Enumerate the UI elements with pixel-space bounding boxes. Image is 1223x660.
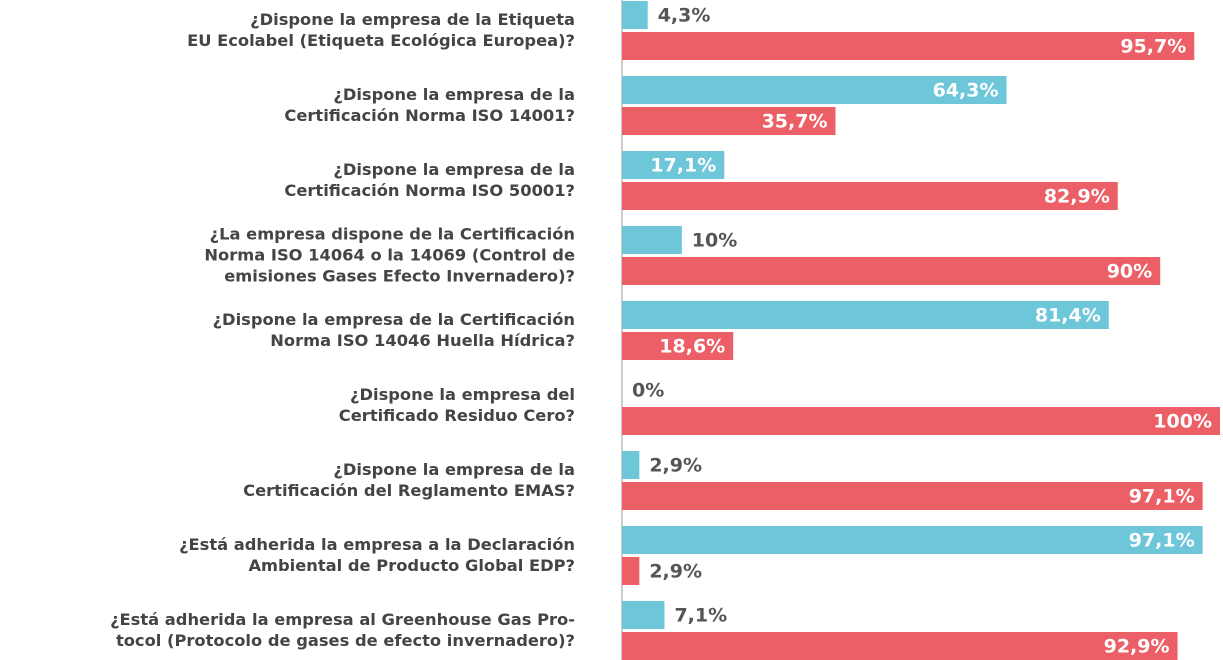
value-label: 92,9% xyxy=(1104,636,1170,658)
bar xyxy=(622,601,665,629)
bar xyxy=(622,526,1203,554)
value-label: 2,9% xyxy=(649,455,702,477)
bar xyxy=(622,32,1195,60)
value-label: 7,1% xyxy=(674,605,727,627)
category-label: Norma ISO 14064 o la 14069 (Control de xyxy=(204,246,575,265)
value-label: 95,7% xyxy=(1120,36,1186,58)
bar xyxy=(622,407,1220,435)
category-label: ¿Dispone la empresa de la Certificación xyxy=(213,310,575,329)
value-label: 81,4% xyxy=(1035,305,1101,327)
category-label: emisiones Gases Efecto Invernadero)? xyxy=(224,267,575,286)
bar xyxy=(622,76,1007,104)
category-label: ¿Dispone la empresa del xyxy=(350,385,575,404)
category-label: Certificación Norma ISO 14001? xyxy=(284,106,575,125)
value-label: 4,3% xyxy=(658,5,711,27)
category-label: ¿Está adherida la empresa a la Declaraci… xyxy=(179,535,575,554)
bar xyxy=(622,1,648,29)
value-label: 100% xyxy=(1153,411,1212,433)
category-label: Certificación Norma ISO 50001? xyxy=(284,181,575,200)
category-label: ¿Está adherida la empresa al Greenhouse … xyxy=(110,610,575,629)
bar xyxy=(622,482,1203,510)
bar xyxy=(622,557,640,585)
bar xyxy=(622,632,1178,660)
value-label: 97,1% xyxy=(1129,486,1195,508)
value-label: 64,3% xyxy=(933,80,999,102)
value-label: 35,7% xyxy=(762,111,828,133)
category-label: ¿Dispone la empresa de la xyxy=(333,85,575,104)
category-label: ¿Dispone la empresa de la xyxy=(333,460,575,479)
bar xyxy=(622,301,1109,329)
bar xyxy=(622,151,725,179)
value-label: 90% xyxy=(1107,261,1152,283)
category-label: ¿La empresa dispone de la Certificación xyxy=(210,225,575,244)
value-label: 10% xyxy=(692,230,737,252)
category-label: EU Ecolabel (Etiqueta Ecológica Europea)… xyxy=(187,31,575,50)
value-label: 0% xyxy=(632,380,664,402)
category-label: Certificado Residuo Cero? xyxy=(339,406,575,425)
category-label: Certificación del Reglamento EMAS? xyxy=(243,481,575,500)
bar xyxy=(622,451,640,479)
category-label: tocol (Protocolo de gases de efecto inve… xyxy=(116,631,575,650)
bar xyxy=(622,257,1161,285)
category-label: Ambiental de Producto Global EDP? xyxy=(248,556,575,575)
value-label: 18,6% xyxy=(659,336,725,358)
value-label: 17,1% xyxy=(650,155,716,177)
category-label: ¿Dispone la empresa de la Etiqueta xyxy=(250,10,575,29)
category-label: ¿Dispone la empresa de la xyxy=(333,160,575,179)
bar xyxy=(622,107,836,135)
bar xyxy=(622,226,682,254)
value-label: 2,9% xyxy=(649,561,702,583)
bar xyxy=(622,182,1118,210)
value-label: 97,1% xyxy=(1129,530,1195,552)
category-label: Norma ISO 14046 Huella Hídrica? xyxy=(270,331,575,350)
bar xyxy=(622,332,734,360)
value-label: 82,9% xyxy=(1044,186,1110,208)
